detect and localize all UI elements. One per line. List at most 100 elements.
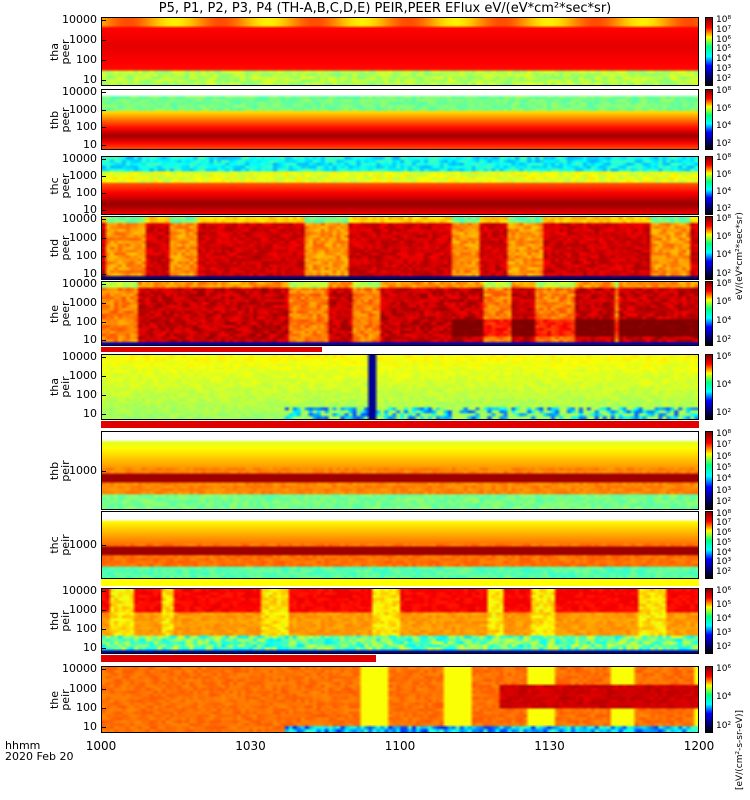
colorbar-tick-label: 10⁶ [716,103,732,114]
y-tick-mark [101,669,106,671]
colorbar-tick-label: 10⁶ [716,34,732,45]
panel-instrument-label: peer [59,38,72,65]
colorbar-tick-label: 10³ [716,628,732,639]
y-tick-mark [101,175,106,177]
colorbar-1 [705,17,713,86]
y-tick-label: 10 [83,267,97,281]
y-tick-mark [101,219,106,221]
y-tick-mark [101,20,106,22]
y-tick-label: 10 [83,72,97,86]
colorbar-tick-label: 10⁸ [716,508,732,519]
y-tick-label: 1000 [69,681,97,695]
y-tick-label: 10000 [62,151,97,165]
x-tick-label: 1130 [534,739,565,753]
x-tick-label: 1100 [384,739,416,753]
colorbar-tick-label: 10⁶ [716,663,732,674]
colorbar-tick-label: 10² [716,138,732,149]
y-tick-mark [101,79,106,81]
y-tick-mark [101,629,106,631]
colorbar-3 [705,156,713,215]
spectrogram-panel-4 [101,216,699,280]
colorbar-tick-label: 10⁴ [716,380,732,391]
y-tick-label: 10 [83,137,97,151]
colorbar-tick-label: 10⁶ [716,528,732,539]
y-tick-mark [101,109,106,111]
y-tick-mark [101,302,106,304]
y-tick-label: 1000 [69,463,97,477]
y-tick-mark [101,127,106,129]
y-tick-mark [101,610,106,612]
y-tick-mark [101,414,106,416]
y-tick-mark [101,274,106,276]
y-tick-mark [101,158,106,160]
y-tick-label: 1000 [69,603,97,617]
y-tick-label: 10000 [62,277,97,291]
y-tick-mark [101,357,106,359]
y-tick-mark [101,726,106,728]
colorbar-tick-label: 10⁵ [716,463,732,474]
spectrogram-panel-7 [101,431,699,510]
colorbar-10 [705,666,713,733]
x-tick-label: 1030 [235,739,266,753]
colorbar-tick-label: 10⁷ [716,24,732,35]
y-tick-mark [101,40,106,42]
y-tick-mark [101,545,106,546]
y-tick-mark [101,255,106,257]
spectrogram-image [102,217,698,279]
y-tick-mark [101,395,106,397]
y-tick-mark [101,144,106,146]
y-tick-label: 10000 [62,212,97,226]
y-tick-mark [101,648,106,650]
y-tick-label: 10 [83,333,97,347]
y-tick-mark [101,237,106,239]
status-strip [101,655,376,662]
colorbar-tick-label: 10² [716,567,732,578]
colorbar-tick-label: 10² [716,642,732,653]
y-tick-label: 10000 [62,13,97,27]
spectrogram-panel-10 [101,666,699,733]
spectrogram-image [102,667,698,732]
colorbar-tick-label: 10⁸ [716,14,732,25]
colorbar-4 [705,216,713,280]
spectrogram-image [102,355,698,419]
spectrogram-panel-8 [101,511,699,579]
y-tick-label: 10000 [62,85,97,99]
spectrogram-panel-9 [101,588,699,654]
spectrogram-image [102,18,698,85]
y-tick-label: 100 [76,314,97,328]
y-tick-mark [101,284,106,286]
colorbar-tick-label: 10² [716,721,732,732]
colorbar-tick-label: 10² [716,268,732,279]
x-axis-date-label: 2020 Feb 20 [5,750,74,763]
colorbar-tick-label: 10² [716,74,732,85]
y-tick-label: 10000 [62,584,97,598]
colorbar-5 [705,281,713,346]
colorbar-tick-label: 10⁴ [716,121,732,132]
colorbar-6 [705,354,713,420]
spectrogram-image [102,157,698,214]
x-tick-label: 1000 [85,739,117,753]
y-tick-label: 100 [76,388,97,402]
colorbar-9 [705,588,713,654]
y-tick-mark [101,209,106,211]
colorbar-tick-label: 10⁵ [716,44,732,55]
y-tick-mark [101,591,106,593]
colorbar-tick-label: 10⁸ [716,153,732,164]
spectrogram-image [102,589,698,653]
y-tick-label: 100 [76,185,97,199]
spectrogram-panel-2 [101,89,699,150]
y-tick-mark [101,321,106,323]
y-tick-label: 100 [76,53,97,66]
colorbar-tick-label: 10⁴ [716,692,732,703]
colorbar-tick-label: 10⁴ [716,54,732,65]
colorbar-tick-label: 10⁴ [716,315,732,326]
colorbar-units-top: eV/(eV*cm²*sec*sr) [735,212,745,300]
y-tick-mark [101,340,106,342]
colorbar-tick-label: 10⁵ [716,599,732,610]
y-tick-label: 1000 [69,168,97,182]
y-tick-label: 10 [83,407,97,421]
spectrogram-panel-6 [101,354,699,420]
y-tick-label: 1000 [69,33,97,47]
status-strip [101,347,322,352]
